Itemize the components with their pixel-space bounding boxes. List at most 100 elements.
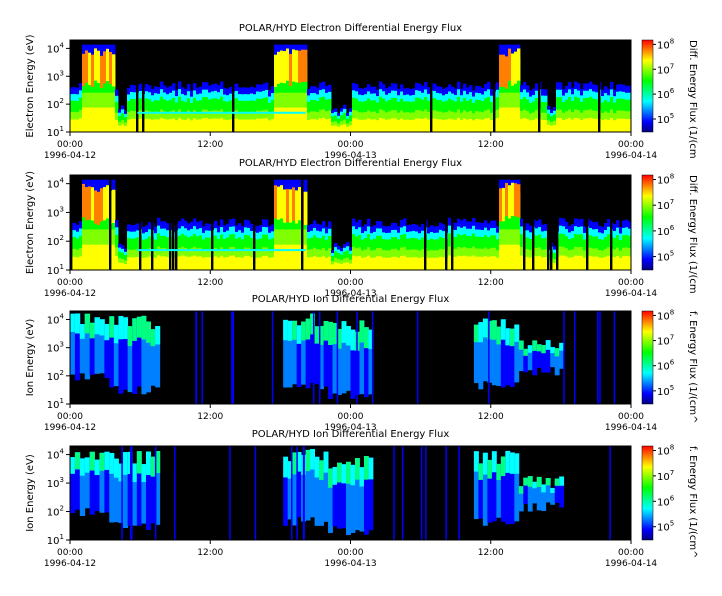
heatmap-cell: [491, 451, 497, 522]
heatmap-cell: [359, 320, 365, 395]
y-tick-exp: 4: [60, 448, 65, 456]
y-tick-exp: 3: [60, 69, 64, 77]
data-gap: [598, 40, 601, 132]
data-gap: [70, 175, 73, 270]
heatmap-cell: [415, 257, 419, 270]
heatmap-cell: [460, 256, 464, 270]
heatmap-cell: [287, 320, 293, 341]
heatmap-spike: [613, 311, 616, 404]
heatmap-cell: [354, 458, 360, 480]
heatmap-cell: [283, 319, 289, 388]
heatmap-cell: [562, 120, 566, 132]
heatmap-cell: [310, 313, 315, 383]
heatmap-cell: [527, 345, 533, 371]
heatmap-cell: [536, 476, 542, 511]
heatmap-cell: [253, 119, 257, 132]
x-tick-time: 12:00: [478, 548, 504, 558]
y-tick-label: 104: [47, 41, 65, 55]
data-gap: [424, 175, 427, 270]
heatmap-cell: [460, 119, 464, 132]
x-tick-time: 12:00: [197, 412, 223, 422]
heatmap-cell: [385, 257, 389, 270]
heatmap-cell: [157, 119, 161, 132]
heatmap-cell: [328, 256, 332, 270]
heatmap-cell: [280, 107, 284, 132]
heatmap-cell: [109, 316, 115, 338]
y-tick-exp: 4: [60, 41, 65, 49]
heatmap-cell: [217, 257, 221, 270]
heatmap-cell: [325, 119, 329, 132]
heatmap-cell: [328, 321, 333, 345]
colorbar-tick-exp: 5: [670, 520, 674, 528]
heatmap-cell: [559, 342, 565, 369]
heatmap-cell: [457, 255, 461, 270]
heatmap-cell: [482, 318, 488, 382]
heatmap-cell: [127, 326, 133, 393]
colorbar-tick-base: 10: [657, 90, 670, 101]
heatmap-cell: [292, 320, 298, 340]
heatmap-cell: [350, 329, 356, 351]
heatmap-cell: [527, 476, 533, 487]
colorbar-tick-label: 106: [657, 87, 675, 101]
y-tick-exp: 1: [60, 533, 64, 541]
heatmap-cell: [545, 340, 551, 350]
heatmap-cell: [295, 50, 299, 83]
x-tick-time: 00:00: [338, 412, 364, 422]
heatmap-cell: [363, 456, 369, 535]
heatmap-cell: [388, 257, 392, 270]
heatmap-cell: [292, 452, 298, 526]
heatmap-cell: [523, 477, 529, 486]
colorbar-tick-label: 108: [657, 443, 674, 457]
heatmap-cell: [541, 484, 547, 511]
heatmap: [70, 446, 611, 540]
heatmap-cell: [481, 256, 485, 270]
colorbar: [641, 39, 654, 133]
heatmap-cell: [541, 484, 547, 493]
heatmap-cell: [232, 255, 236, 270]
heatmap-cell: [580, 255, 584, 270]
heatmap-cell: [113, 458, 119, 478]
heatmap-cell: [82, 53, 86, 87]
colorbar-tick-base: 10: [657, 115, 670, 126]
heatmap-cell: [490, 120, 494, 132]
heatmap-cell: [568, 117, 572, 132]
heatmap-cell: [341, 464, 347, 529]
colorbar-tick-exp: 8: [670, 37, 674, 45]
heatmap-cell: [358, 119, 362, 132]
heatmap-cell: [141, 464, 147, 482]
heatmap-cell: [622, 118, 626, 132]
heatmap-cell: [256, 257, 260, 270]
heatmap-cell: [625, 119, 629, 132]
x-tick-date: 1996-04-12: [44, 423, 96, 433]
heatmap-cell: [145, 118, 149, 132]
heatmap-cell: [82, 107, 86, 132]
heatmap-cell: [307, 257, 311, 270]
heatmap-cell: [559, 118, 563, 132]
heatmap-cell: [150, 329, 156, 386]
heatmap-cell: [130, 257, 134, 270]
heatmap-cell: [331, 125, 335, 132]
heatmap-cell: [487, 459, 493, 479]
heatmap-cell: [354, 458, 360, 531]
colorbar-tick-label: 108: [657, 37, 674, 51]
heatmap-cell: [70, 457, 76, 474]
heatmap-cell: [286, 244, 290, 270]
heatmap-cell: [74, 452, 81, 470]
heatmap-cell: [382, 257, 386, 270]
heatmap-cell: [190, 120, 194, 132]
heatmap-cell: [496, 463, 502, 481]
heatmap-cell: [322, 256, 326, 270]
heatmap-cell: [88, 52, 92, 85]
heatmap-cell: [97, 191, 101, 225]
heatmap-cell: [296, 451, 302, 472]
heatmap-cell: [85, 107, 89, 132]
heatmap-cell: [496, 326, 502, 386]
x-tick-date: 1996-04-12: [44, 289, 96, 299]
heatmap-cell: [322, 117, 326, 132]
y-tick-exp: 2: [60, 97, 64, 105]
heatmap-cell: [118, 463, 124, 523]
heatmap-cell: [421, 257, 425, 270]
heatmap-cell: [559, 476, 565, 486]
heatmap-cell: [154, 119, 158, 132]
heatmap-spike: [231, 311, 233, 404]
